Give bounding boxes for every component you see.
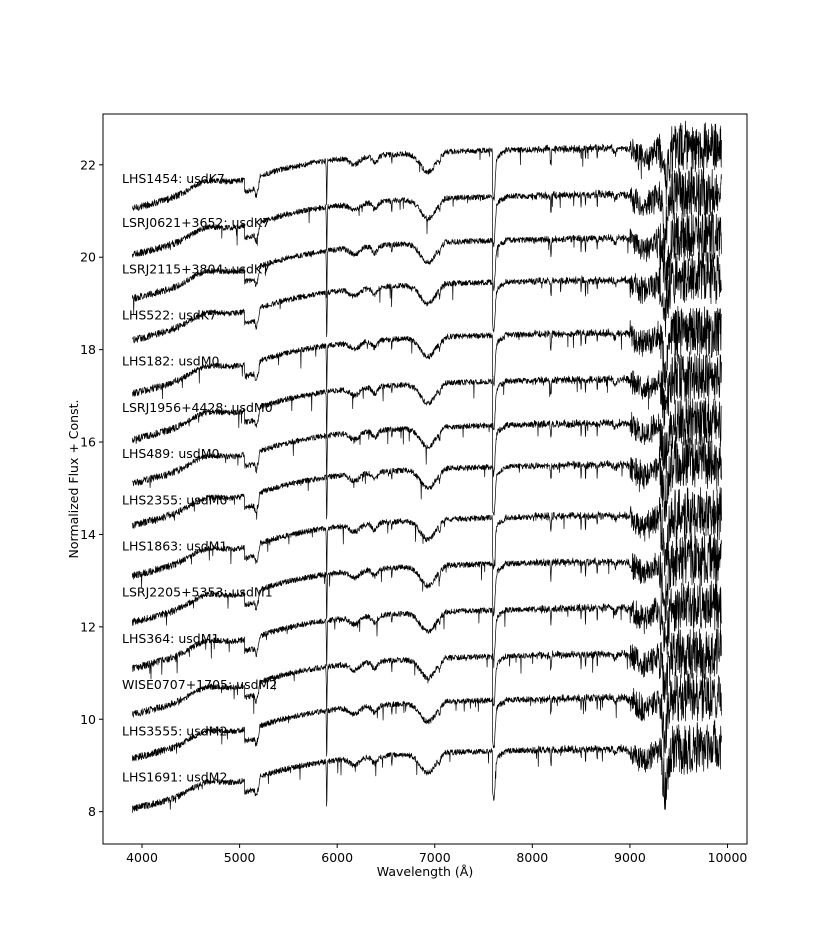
y-tick-label: 22 xyxy=(80,157,96,172)
spectrum-line xyxy=(131,532,722,626)
x-tick-label: 7000 xyxy=(419,850,451,865)
series-label: LSRJ2205+5353: usdM1 xyxy=(122,585,273,600)
y-axis-label: Normalized Flux + Const. xyxy=(66,400,81,559)
y-tick-label: 18 xyxy=(80,342,96,357)
spectrum-line xyxy=(131,166,722,258)
star-labels-layer: LHS1454: usdK7 LSRJ0621+3652: usdK7 LSRJ21… xyxy=(122,171,277,784)
x-axis-ticks: 4000 5000 6000 7000 8000 9000 10000 xyxy=(126,844,747,865)
spectrum-line xyxy=(131,436,722,529)
y-tick-label: 20 xyxy=(80,250,96,265)
y-axis-ticks: 8 10 12 14 16 18 20 22 xyxy=(80,157,103,819)
series-label: LHS364: usdM1 xyxy=(122,631,219,646)
series-label: LHS3555: usdM2 xyxy=(122,723,227,738)
y-tick-label: 16 xyxy=(80,435,96,450)
spectrum-line xyxy=(131,120,722,211)
x-tick-label: 9000 xyxy=(614,850,646,865)
spectrum-line xyxy=(131,579,722,680)
y-tick-label: 12 xyxy=(80,619,96,634)
series-label: LHS1691: usdM2 xyxy=(122,770,227,785)
series-label: LHS522: usdK7 xyxy=(122,307,217,322)
x-tick-label: 8000 xyxy=(516,850,548,865)
series-label: LHS2355: usdM0 xyxy=(122,492,227,507)
series-label: LHS489: usdM0 xyxy=(122,446,219,461)
series-label: LSRJ2115+3804: usdK7 xyxy=(122,261,270,276)
spectrum-line xyxy=(131,669,722,762)
series-label: LHS182: usdM0 xyxy=(122,354,219,369)
series-label: LSRJ0621+3652: usdK7 xyxy=(122,215,270,230)
plot-frame xyxy=(102,113,748,845)
x-axis-label: Wavelength (Å) xyxy=(377,864,473,879)
series-label: LHS1454: usdK7 xyxy=(122,171,225,186)
spectra-layer xyxy=(131,120,722,813)
x-tick-label: 10000 xyxy=(708,850,748,865)
y-tick-label: 8 xyxy=(88,804,96,819)
series-label: LHS1863: usdM1 xyxy=(122,538,227,553)
spectrum-line xyxy=(131,628,722,718)
spectrum-line xyxy=(131,306,722,400)
spectrum-line xyxy=(131,210,722,315)
spectrum-line xyxy=(131,394,722,488)
x-tick-label: 6000 xyxy=(321,850,353,865)
series-label: LSRJ1956+4428: usdM0 xyxy=(122,400,273,415)
y-tick-label: 14 xyxy=(80,527,96,542)
spectrum-line xyxy=(131,487,722,588)
spectrum-line xyxy=(131,719,722,813)
y-tick-label: 10 xyxy=(80,712,96,727)
x-tick-label: 4000 xyxy=(126,850,158,865)
spectrum-line xyxy=(131,351,722,444)
series-label: WISE0707+1705: usdM2 xyxy=(122,677,277,692)
x-tick-label: 5000 xyxy=(224,850,256,865)
spectrum-line xyxy=(132,251,722,344)
